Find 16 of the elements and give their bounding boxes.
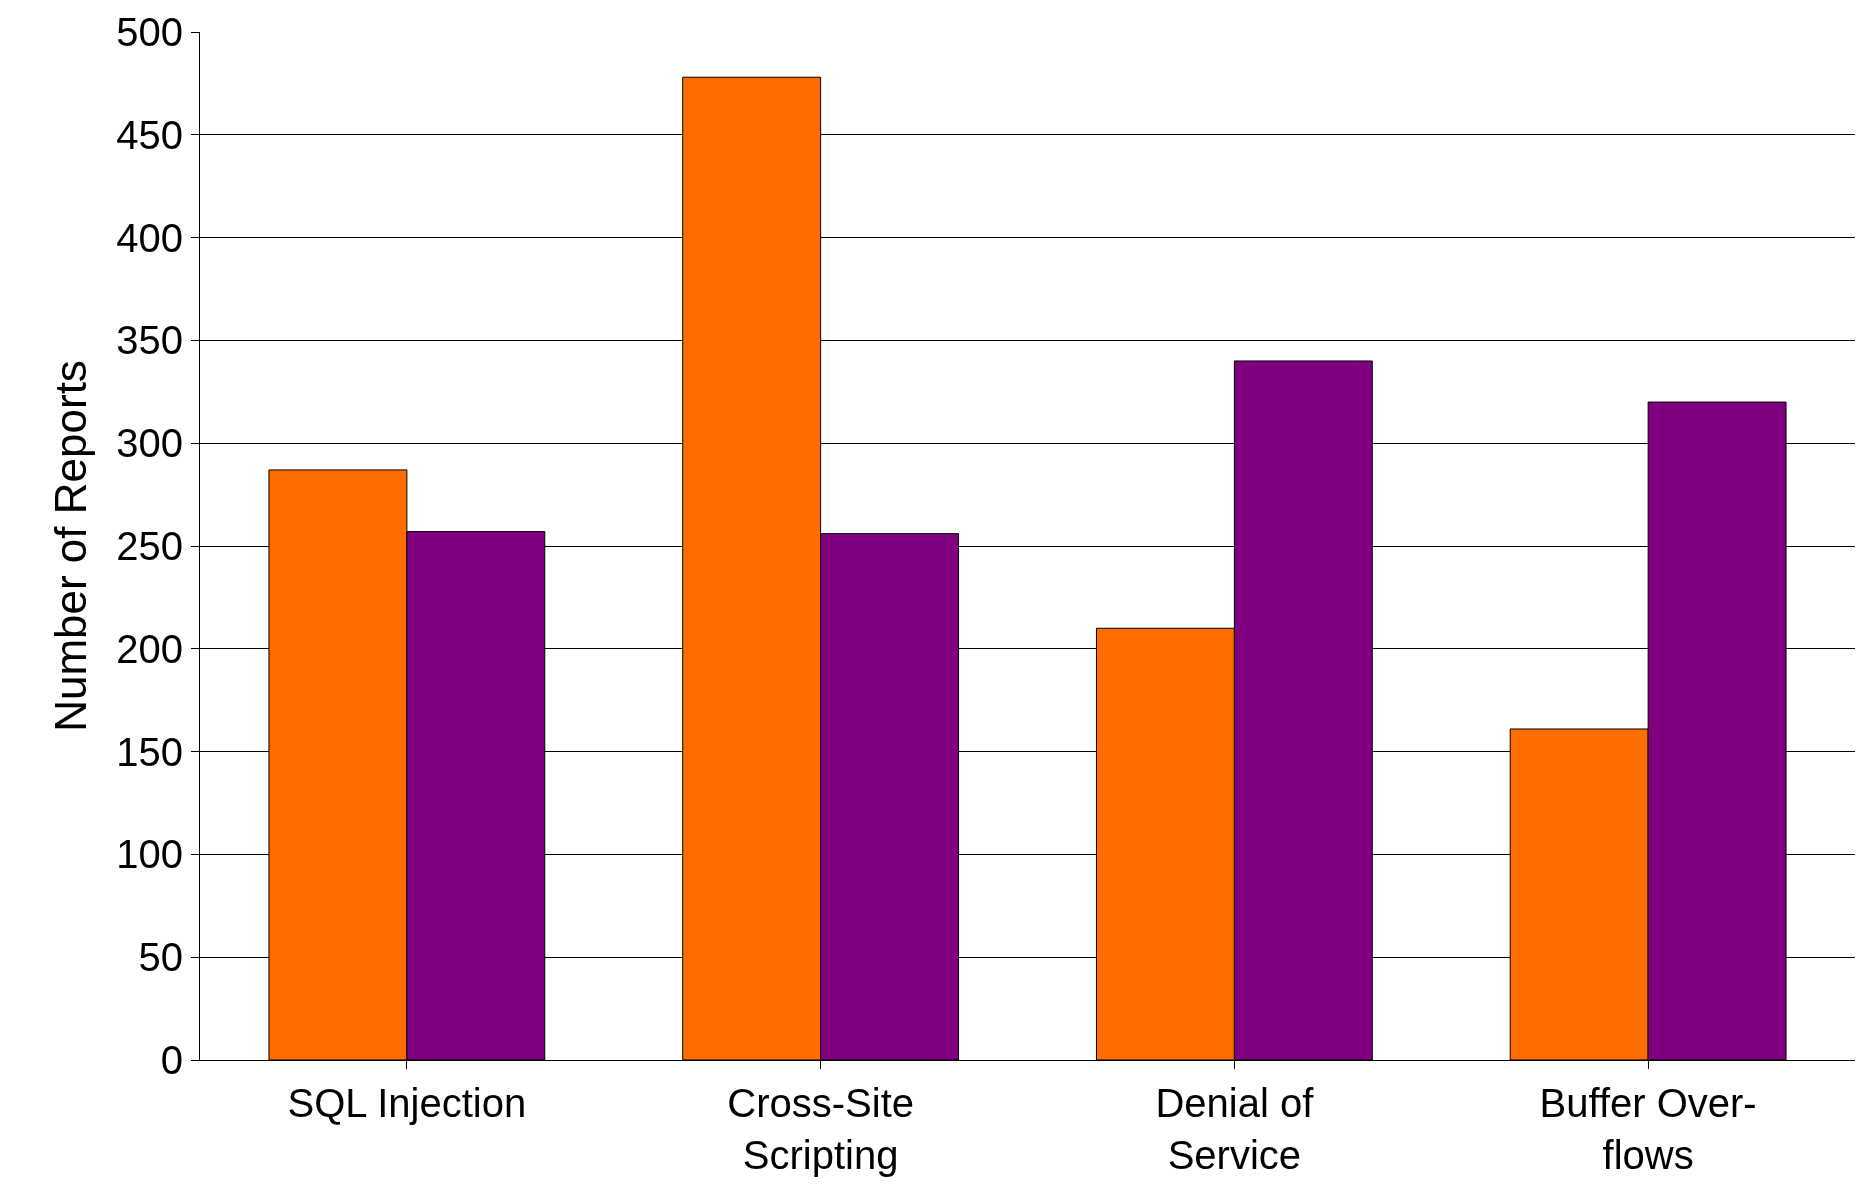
x-tick-label: Buffer Over- flows [1539,1081,1757,1177]
y-tick-label: 300 [116,421,183,466]
x-tick-label: Cross-Site Scripting [727,1081,914,1177]
y-tick-label: 150 [116,729,183,774]
y-tick-label: 50 [138,935,183,980]
y-tick-label: 100 [116,832,183,877]
y-tick-label: 450 [116,112,183,157]
y-tick-label: 200 [116,626,183,671]
y-tick-label: 250 [116,524,183,568]
x-tick-label: SQL Injection [287,1081,527,1125]
y-tick-label: 500 [116,10,183,54]
x-tick-label: Denial of Service [1155,1081,1315,1177]
y-tick-label: 400 [116,215,183,260]
y-tick-label: 350 [116,318,183,363]
y-axis-title: Number of Reports [46,360,96,732]
y-tick-label: 0 [160,1038,183,1082]
